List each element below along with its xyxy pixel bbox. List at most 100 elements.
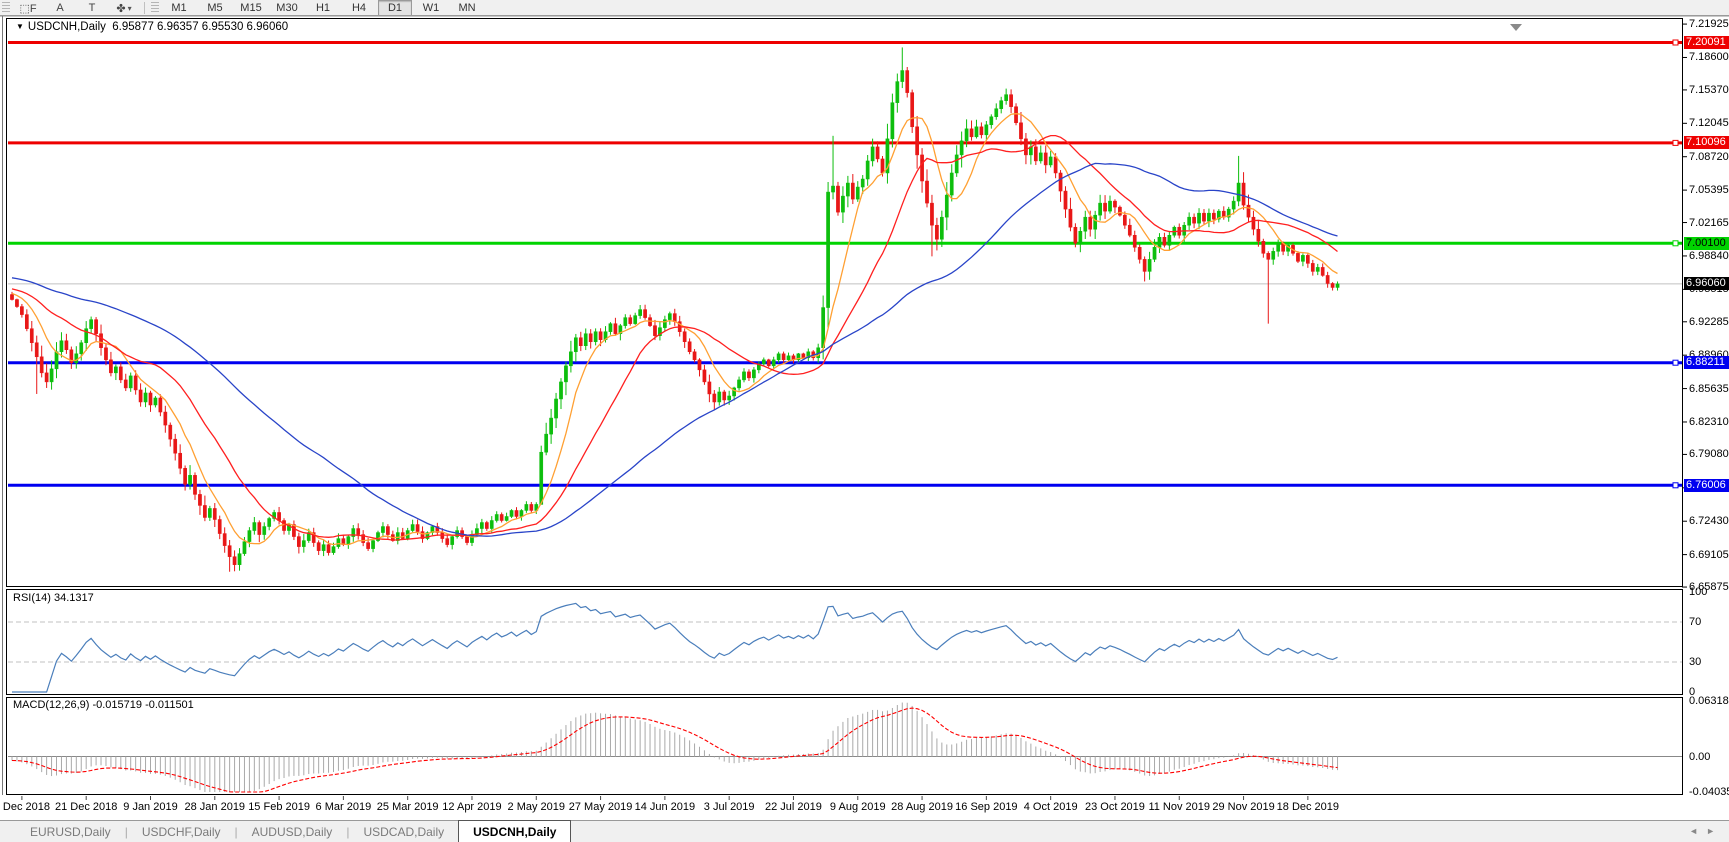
candlestick [193,475,197,495]
candlestick [34,342,39,358]
candlestick [1127,224,1132,236]
candlestick [1315,267,1320,272]
candlestick [885,138,890,174]
chart-shift-marker-icon[interactable] [1510,24,1522,31]
candlestick [316,542,321,551]
candlestick [247,530,252,542]
candlestick [1068,208,1073,228]
price-axis-label: 6.82310 [1689,415,1729,428]
timeframe-h1-button[interactable]: H1 [315,2,331,14]
candlestick [1073,226,1078,244]
date-axis-label: 22 Jul 2019 [765,801,822,813]
candlestick [1078,230,1083,244]
timeframe-h4-button[interactable]: H4 [351,2,367,14]
candlestick [761,359,766,365]
candlestick [49,368,54,383]
tab-divider: | [346,825,350,839]
candlestick [949,172,954,196]
date-axis-label: 3 Dec 2018 [0,801,51,813]
candlestick [109,359,113,374]
candlestick [1108,200,1112,212]
candlestick [44,372,49,383]
candlestick [737,379,741,389]
candlestick [900,70,905,82]
candlestick [1113,200,1117,208]
candlestick [989,116,994,126]
date-axis-label: 6 Mar 2019 [315,801,372,813]
date-axis-label: 4 Oct 2019 [1023,801,1078,813]
tab-scroll-left-icon[interactable]: ◄ [1689,826,1707,836]
candlestick [623,317,628,326]
timeframe-w1-button[interactable]: W1 [422,2,440,14]
candlestick [346,536,351,545]
candlestick [801,353,806,359]
moving-average-line [11,113,1338,546]
candlestick [865,160,870,180]
candlestick [994,108,999,117]
candlestick [1276,243,1281,252]
date-axis-label: 2 May 2019 [507,801,566,813]
chart-tab-eurusd[interactable]: EURUSD,Daily [30,825,111,839]
hline-anchor-handle[interactable] [1672,482,1679,489]
candlestick [1098,202,1102,216]
toolbar-grip-2[interactable] [151,2,159,14]
chart-dropdown-icon[interactable]: ▼ [16,22,24,31]
hline-anchor-handle[interactable] [1672,240,1679,247]
text-label-tool-button[interactable]: T [88,2,96,14]
candlestick [1197,212,1201,224]
date-axis-label: 28 Aug 2019 [891,801,953,813]
hline-anchor-handle[interactable] [1672,39,1679,46]
timeframe-d1-button[interactable]: D1 [378,0,412,16]
candlestick [138,389,143,403]
candlestick [143,392,148,403]
tab-divider: | [124,825,128,839]
candlestick [732,387,736,397]
candlestick [480,522,484,529]
toolbar-grip[interactable] [2,2,10,14]
candlestick [39,356,44,374]
timeframe-m1-button[interactable]: M1 [171,2,187,14]
candlestick [667,313,672,320]
candlestick [841,195,845,213]
hline-anchor-handle[interactable] [1672,359,1679,366]
candlestick [326,544,331,553]
candlestick [410,524,415,531]
candlestick [262,526,267,535]
timeframe-m30-button[interactable]: M30 [276,2,298,14]
current-price-badge: 6.96060 [1684,277,1729,291]
hline-anchor-handle[interactable] [1672,139,1679,146]
candlestick [776,353,781,361]
timeframe-m5-button[interactable]: M5 [207,2,223,14]
timeframe-m15-button[interactable]: M15 [240,2,262,14]
candlestick [237,553,242,565]
price-panel-frame [6,18,1683,587]
chart-tab-usdcad[interactable]: USDCAD,Daily [363,825,445,839]
candlestick [1192,216,1196,224]
font-tool-button[interactable]: A [56,2,64,14]
rsi-scale-label: 30 [1689,656,1702,668]
toolbar: ⬚F A T ✤ ▾ M1 M5 M15 M30 H1 H4 D1 W1 MN [0,0,1729,17]
candlestick [331,546,336,553]
candlestick [692,351,697,361]
candlestick [1063,190,1068,210]
candlestick [974,126,979,138]
candlestick [499,514,504,521]
tab-scroll-right-icon[interactable]: ► [1706,826,1723,836]
candlestick [742,371,746,381]
candlestick [1310,263,1315,272]
chart-tab-usdcnh[interactable]: USDCNH,Daily [458,820,572,842]
candlestick [573,337,578,353]
candlestick [297,536,301,547]
draw-objects-tool-button[interactable]: ✤ ▾ [116,2,132,15]
dropdown-caret-icon[interactable]: ▾ [127,3,132,13]
timeframe-mn-button[interactable]: MN [458,2,476,14]
price-axis-label: 7.02165 [1689,216,1729,229]
chart-grid-tool-button[interactable]: ⬚F [19,2,37,15]
chart-tab-audusd[interactable]: AUDUSD,Daily [251,825,333,839]
chart-tab-usdchf[interactable]: USDCHF,Daily [141,825,221,839]
candlestick [954,154,959,174]
candlestick [1103,202,1107,212]
candlestick [1137,247,1142,260]
candlestick [702,369,707,383]
macd-indicator-label: MACD(12,26,9) -0.015719 -0.011501 [13,699,194,711]
